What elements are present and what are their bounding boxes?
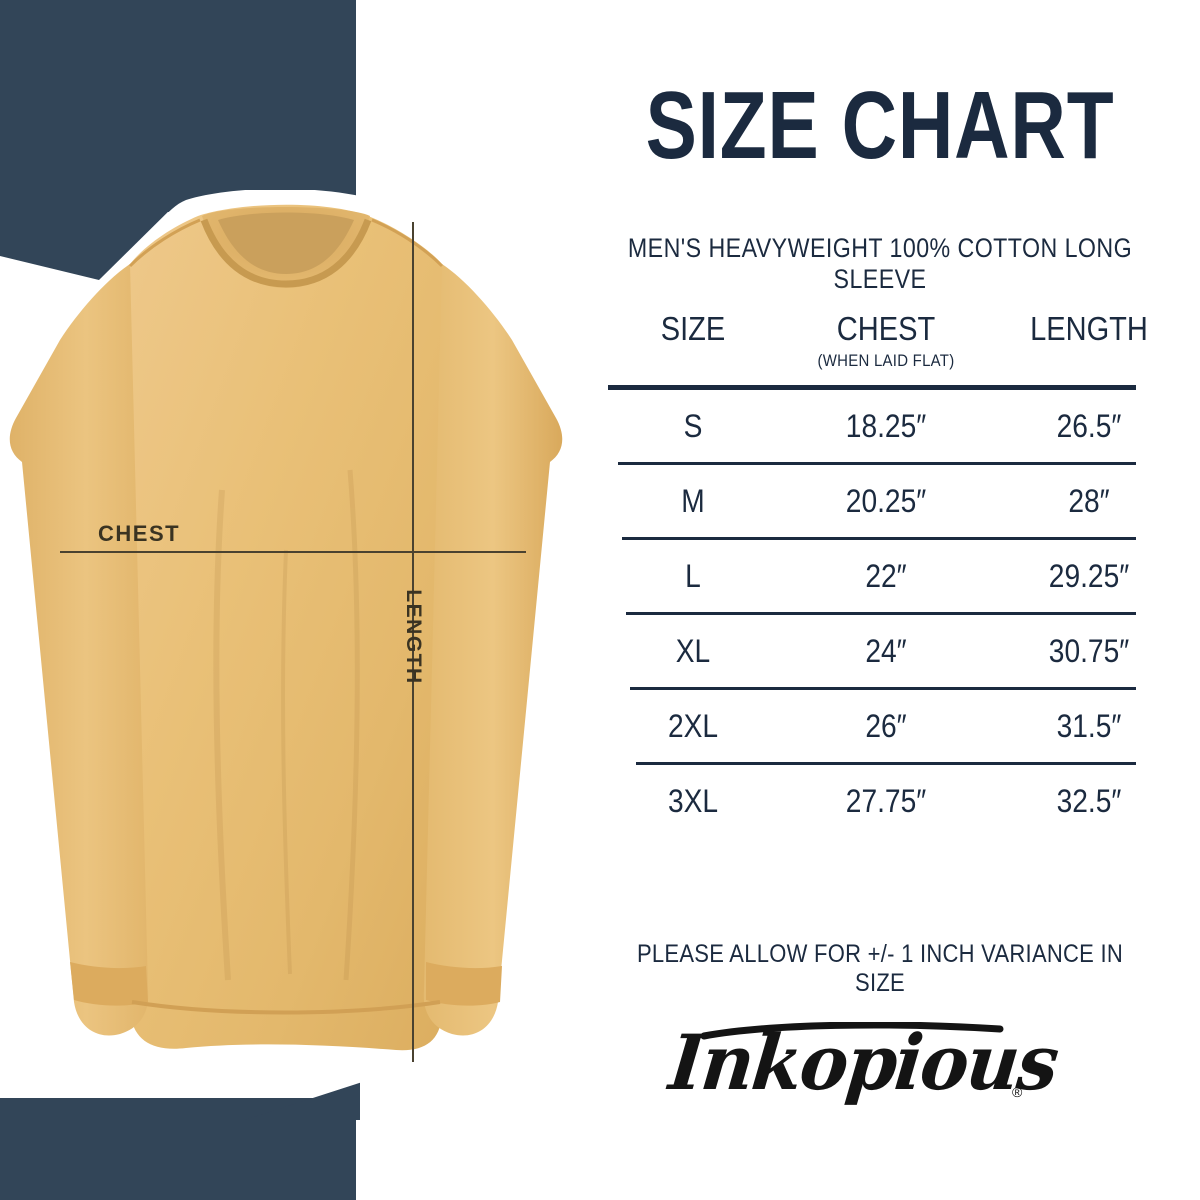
brand-logo-text: Inkopious [665,1018,1062,1107]
shirt-shoulder-seam-right [371,218,444,268]
cell-chest: 26″ [865,707,907,744]
shirt-body [130,204,442,1051]
table-row-divider [626,612,1136,615]
cell-size: 2XL [667,707,719,744]
variance-note: PLEASE ALLOW FOR +/- 1 INCH VARIANCE IN … [636,940,1124,997]
shirt-collar-inner-shadow [218,212,354,274]
cell-chest: 24″ [865,632,907,669]
table-row: 2XL 26″ 31.5″ [608,690,1184,762]
shirt-sleeve-right [423,264,563,1036]
cell-chest: 18.25″ [845,407,927,444]
brush-stroke-icon [700,1022,1004,1040]
table-header-row: SIZE CHEST (WHEN LAID FLAT) LENGTH [608,310,1184,371]
shirt-cuff-left [70,962,148,1006]
table-row: XL 24″ 30.75″ [608,615,1184,687]
cell-length: 28″ [1068,482,1110,519]
long-sleeve-shirt-graphic [0,190,600,1083]
cell-chest: 22″ [865,557,907,594]
shirt-fabric-folds [213,469,360,981]
cell-length: 29.25″ [1048,557,1130,594]
cell-size: XL [675,632,711,669]
table-row: 3XL 27.75″ 32.5″ [608,765,1184,837]
column-header-chest-subnote: (WHEN LAID FLAT) [817,351,955,370]
column-header-chest: CHEST (WHEN LAID FLAT) [791,310,981,371]
cell-size: L [685,557,701,594]
page-title: SIZE CHART [645,72,1115,179]
table-row: S 18.25″ 26.5″ [608,390,1184,462]
table-row-divider [630,687,1136,690]
chart-content-column: SIZE CHART MEN'S HEAVYWEIGHT 100% COTTON… [560,0,1200,1200]
shirt-cuff-right [426,962,502,1006]
table-row: L 22″ 29.25″ [608,540,1184,612]
chest-measure-line [60,551,526,553]
navy-panel-top [0,0,356,212]
cell-length: 31.5″ [1056,707,1122,744]
cell-length: 26.5″ [1056,407,1122,444]
cell-length: 32.5″ [1056,782,1122,819]
registered-trademark-icon: ® [1012,1084,1023,1100]
shirt-shoulder-seam-left [128,218,201,268]
cell-chest: 20.25″ [845,482,927,519]
size-table: SIZE CHEST (WHEN LAID FLAT) LENGTH S 18.… [608,310,1184,837]
cell-size: 3XL [667,782,719,819]
column-header-size: SIZE [660,310,726,347]
shirt-hem [131,1000,441,1015]
table-row-divider [622,537,1136,540]
shirt-illustration [0,190,630,1090]
page-subtitle: MEN'S HEAVYWEIGHT 100% COTTON LONG SLEEV… [627,233,1133,294]
shirt-sleeve-left [9,264,149,1036]
table-row: M 20.25″ 28″ [608,465,1184,537]
table-header-rule [608,385,1136,390]
column-header-length: LENGTH [1030,310,1148,347]
cell-size: M [681,482,705,519]
cell-length: 30.75″ [1048,632,1130,669]
chest-measure-label: CHEST [98,521,181,546]
length-measure-line [412,222,414,1062]
cell-chest: 27.75″ [845,782,927,819]
brand-logo: Inkopious ® [660,1012,1080,1132]
table-row-divider [636,762,1136,765]
shirt-collar-rib [200,218,372,288]
length-measure-label: LENGTH [402,589,425,685]
cell-size: S [683,407,703,444]
table-row-divider [618,462,1136,465]
